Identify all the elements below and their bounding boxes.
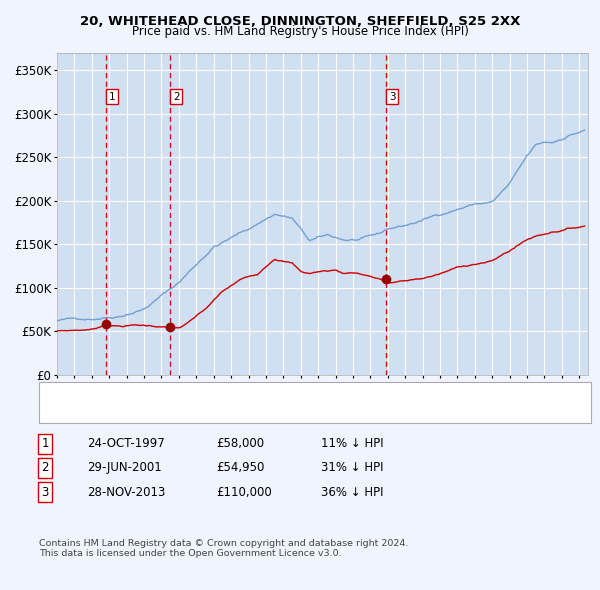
Text: £58,000: £58,000 bbox=[216, 437, 264, 450]
Text: 1: 1 bbox=[109, 91, 115, 101]
Text: 2: 2 bbox=[41, 461, 49, 474]
Text: Price paid vs. HM Land Registry's House Price Index (HPI): Price paid vs. HM Land Registry's House … bbox=[131, 25, 469, 38]
Text: 3: 3 bbox=[41, 486, 49, 499]
Text: Contains HM Land Registry data © Crown copyright and database right 2024.: Contains HM Land Registry data © Crown c… bbox=[39, 539, 409, 548]
Text: 29-JUN-2001: 29-JUN-2001 bbox=[87, 461, 162, 474]
Bar bbox=[170, 53, 386, 375]
Text: 36% ↓ HPI: 36% ↓ HPI bbox=[321, 486, 383, 499]
Text: 31% ↓ HPI: 31% ↓ HPI bbox=[321, 461, 383, 474]
Text: 20, WHITEHEAD CLOSE, DINNINGTON, SHEFFIELD, S25 2XX (detached house): 20, WHITEHEAD CLOSE, DINNINGTON, SHEFFIE… bbox=[84, 388, 486, 398]
Text: 3: 3 bbox=[389, 91, 395, 101]
Text: £54,950: £54,950 bbox=[216, 461, 265, 474]
Bar bbox=[57, 53, 106, 375]
Text: 2: 2 bbox=[173, 91, 179, 101]
Text: 1: 1 bbox=[41, 437, 49, 450]
Bar bbox=[106, 53, 170, 375]
Text: This data is licensed under the Open Government Licence v3.0.: This data is licensed under the Open Gov… bbox=[39, 549, 341, 558]
Text: 11% ↓ HPI: 11% ↓ HPI bbox=[321, 437, 383, 450]
Bar bbox=[386, 53, 588, 375]
Text: 24-OCT-1997: 24-OCT-1997 bbox=[87, 437, 165, 450]
Text: 20, WHITEHEAD CLOSE, DINNINGTON, SHEFFIELD, S25 2XX: 20, WHITEHEAD CLOSE, DINNINGTON, SHEFFIE… bbox=[80, 15, 520, 28]
Text: £110,000: £110,000 bbox=[216, 486, 272, 499]
Text: HPI: Average price, detached house, Rotherham: HPI: Average price, detached house, Roth… bbox=[84, 407, 334, 417]
Text: 28-NOV-2013: 28-NOV-2013 bbox=[87, 486, 166, 499]
